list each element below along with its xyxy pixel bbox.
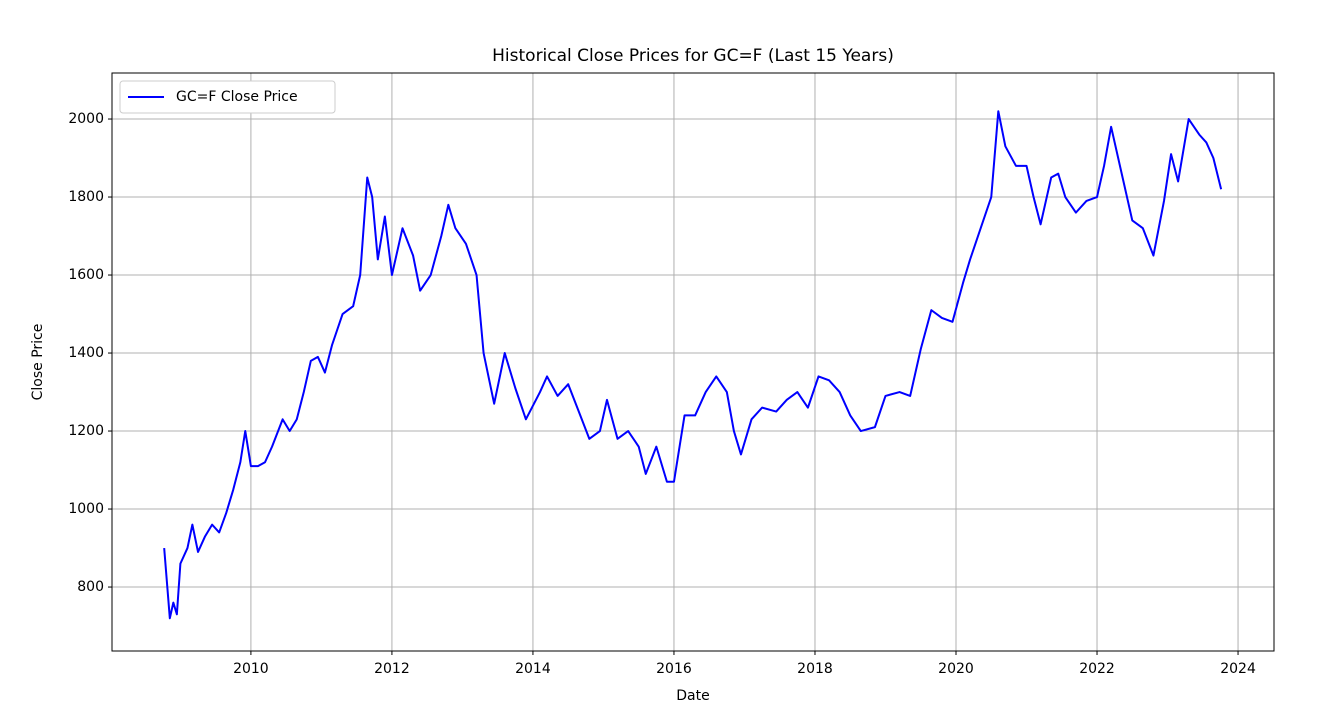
y-tick-label: 1600	[68, 267, 104, 283]
chart-title: Historical Close Prices for GC=F (Last 1…	[492, 46, 894, 66]
x-tick-label: 2022	[1079, 661, 1115, 677]
legend-label: GC=F Close Price	[176, 89, 298, 105]
x-tick-label: 2018	[797, 661, 833, 677]
y-tick-label: 800	[77, 579, 104, 595]
x-tick-label: 2020	[938, 661, 974, 677]
plot-frame	[111, 72, 1275, 652]
y-tick-label: 1400	[68, 345, 104, 361]
legend-box	[119, 80, 336, 114]
x-tick-label: 2016	[656, 661, 692, 677]
x-axis-label: Date	[676, 688, 709, 704]
y-axis-label: Close Price	[30, 324, 46, 401]
x-tick-label: 2024	[1220, 661, 1256, 677]
y-tick-label: 2000	[68, 111, 104, 127]
y-tick-label: 1800	[68, 189, 104, 205]
y-tick-label: 1200	[68, 423, 104, 439]
y-tick-label: 1000	[68, 501, 104, 517]
x-tick-label: 2010	[233, 661, 269, 677]
x-tick-label: 2012	[374, 661, 410, 677]
x-tick-label: 2014	[515, 661, 551, 677]
data-line	[163, 110, 1223, 620]
